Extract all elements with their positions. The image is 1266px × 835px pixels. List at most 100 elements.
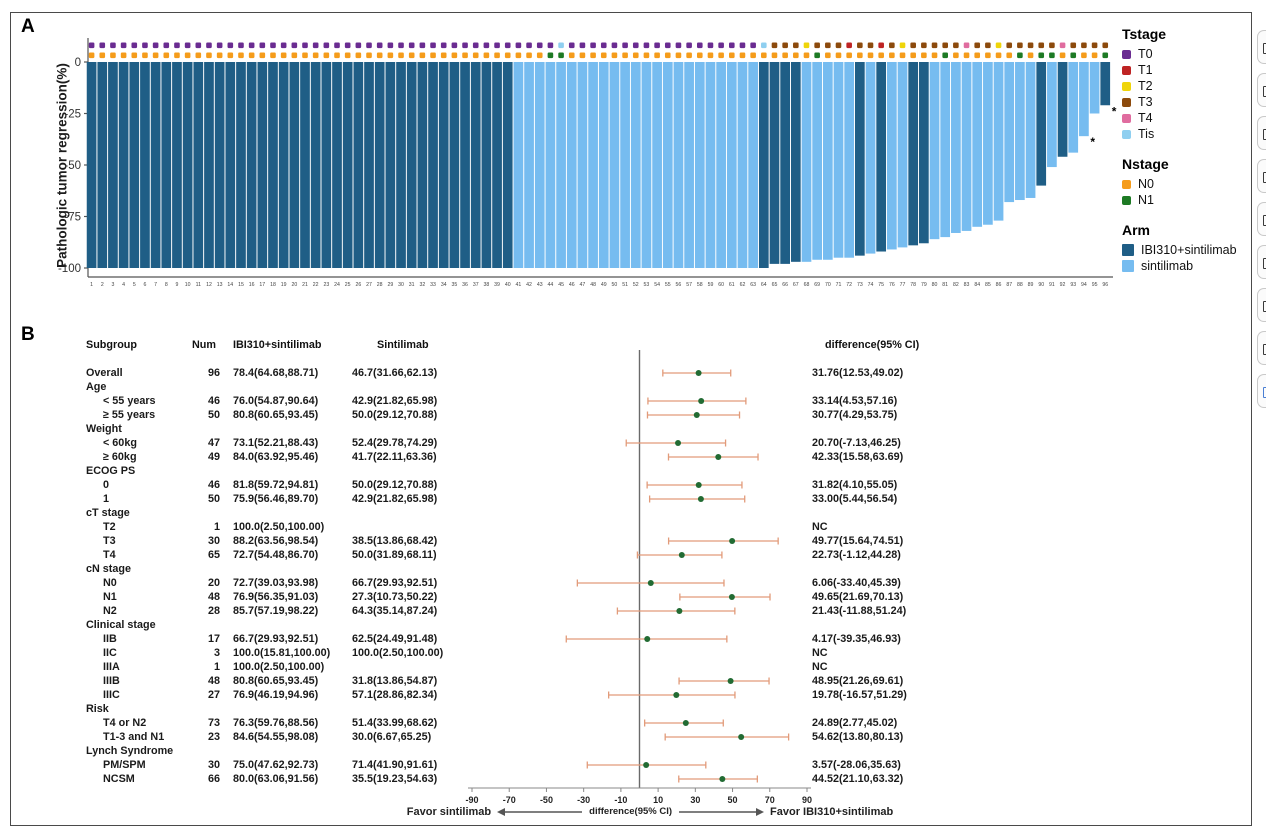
svg-text:25: 25 — [345, 282, 351, 288]
waterfall-bar — [492, 62, 502, 268]
difference-value: NC — [812, 647, 828, 659]
waterfall-bar — [758, 62, 769, 268]
side-toolbar-button[interactable] — [1257, 202, 1266, 236]
svg-text:80: 80 — [932, 282, 938, 288]
tstage-marker — [611, 42, 618, 49]
svg-text:88: 88 — [1017, 282, 1023, 288]
num-value: 46 — [207, 395, 220, 407]
waterfall-bar — [118, 62, 129, 268]
tstage-marker — [355, 42, 362, 49]
legend-item-tis: Tis — [1122, 126, 1250, 142]
waterfall-bar — [620, 62, 630, 268]
tstage-marker — [547, 42, 554, 49]
legend-item-sintilimab-swatch — [1122, 260, 1134, 272]
legend-item-t4: T4 — [1122, 110, 1250, 126]
tstage-marker — [707, 42, 714, 49]
significance-asterisk: * — [1090, 135, 1095, 149]
tstage-marker — [248, 42, 255, 49]
tstage-marker — [889, 42, 895, 49]
arm2-value: 64.3(35.14,87.24) — [352, 605, 438, 617]
subgroup-category: Lynch Syndrome — [86, 745, 174, 757]
nstage-marker — [675, 52, 682, 59]
nstage-marker — [568, 52, 575, 59]
forest-axis-tick: -70 — [503, 795, 516, 805]
num-value: 20 — [207, 577, 220, 589]
waterfall-bar — [342, 62, 353, 268]
tstage-marker — [483, 42, 490, 49]
side-toolbar-button[interactable] — [1257, 159, 1266, 193]
waterfall-bar — [630, 62, 641, 268]
tstage-marker — [931, 42, 938, 49]
num-value: 48 — [207, 591, 220, 603]
waterfall-bar — [1004, 62, 1015, 203]
arm2-value: 42.9(21.82,65.98) — [352, 395, 438, 407]
legend-item-t1-swatch — [1122, 65, 1131, 75]
nstage-marker — [963, 52, 970, 59]
tstage-marker — [1059, 42, 1066, 49]
nstage-marker — [280, 52, 287, 59]
nstage-marker — [376, 52, 383, 59]
legend-nstage-title: Nstage — [1122, 156, 1169, 172]
difference-value: 22.73(-1.12,44.28) — [812, 549, 901, 561]
arm1-value: 100.0(15.81,100.00) — [233, 647, 331, 659]
tstage-marker — [398, 42, 404, 49]
waterfall-bar — [673, 62, 684, 268]
side-toolbar-button[interactable] — [1257, 30, 1266, 64]
tstage-marker — [1017, 42, 1023, 49]
nstage-marker — [867, 52, 874, 59]
side-toolbar-button[interactable] — [1257, 288, 1266, 322]
nstage-marker — [611, 52, 618, 59]
waterfall-bar — [1057, 62, 1068, 157]
tstage-marker — [1049, 42, 1055, 49]
tstage-marker — [846, 42, 852, 49]
side-toolbar-button[interactable] — [1257, 331, 1266, 365]
nstage-marker — [238, 52, 244, 59]
num-value: 50 — [207, 409, 220, 421]
tstage-marker — [120, 42, 127, 49]
nstage-marker — [355, 52, 362, 59]
nstage-marker — [995, 52, 1002, 59]
header-arm1: IBI310+sintilimab — [233, 339, 322, 351]
point-estimate — [719, 776, 726, 782]
arm1-value: 76.9(46.19,94.96) — [233, 689, 319, 701]
waterfall-bar — [246, 62, 257, 268]
waterfall-bar — [822, 62, 833, 260]
side-toolbar-button[interactable] — [1257, 245, 1266, 279]
svg-text:14: 14 — [227, 282, 233, 288]
tstage-marker — [504, 42, 511, 49]
svg-text:58: 58 — [697, 282, 703, 288]
point-estimate — [695, 370, 702, 376]
legend-item-sintilimab-label: sintilimab — [1141, 259, 1194, 273]
nstage-marker — [99, 52, 106, 59]
difference-value: 54.62(13.80,80.13) — [812, 731, 904, 743]
svg-text:73: 73 — [857, 282, 863, 288]
nstage-marker — [835, 52, 842, 59]
tstage-marker — [1006, 42, 1013, 49]
side-toolbar-button[interactable] — [1257, 73, 1266, 107]
nstage-marker — [857, 52, 863, 59]
side-toolbar-button[interactable] — [1257, 374, 1266, 408]
waterfall-bar — [140, 62, 150, 268]
tstage-marker — [1027, 42, 1034, 49]
waterfall-bar — [236, 62, 246, 268]
tstage-marker — [494, 42, 500, 49]
subgroup-category: Age — [86, 381, 107, 393]
waterfall-bar — [694, 62, 705, 268]
waterfall-bar — [1015, 62, 1025, 201]
waterfall-bar — [129, 62, 140, 268]
nstage-marker — [451, 52, 458, 59]
waterfall-bar — [919, 62, 929, 244]
tstage-marker — [750, 42, 756, 49]
difference-value: 3.57(-28.06,35.63) — [812, 759, 901, 771]
tstage-marker — [857, 42, 863, 49]
nstage-marker — [664, 52, 671, 59]
svg-text:53: 53 — [644, 282, 650, 288]
svg-text:48: 48 — [590, 282, 596, 288]
arm1-value: 73.1(52.21,88.43) — [233, 437, 319, 449]
waterfall-bar — [887, 62, 897, 250]
side-toolbar-button[interactable] — [1257, 116, 1266, 150]
svg-text:95: 95 — [1092, 282, 1098, 288]
panel-b-label: B — [21, 324, 35, 345]
nstage-marker — [1038, 52, 1045, 59]
num-value: 47 — [207, 437, 220, 449]
